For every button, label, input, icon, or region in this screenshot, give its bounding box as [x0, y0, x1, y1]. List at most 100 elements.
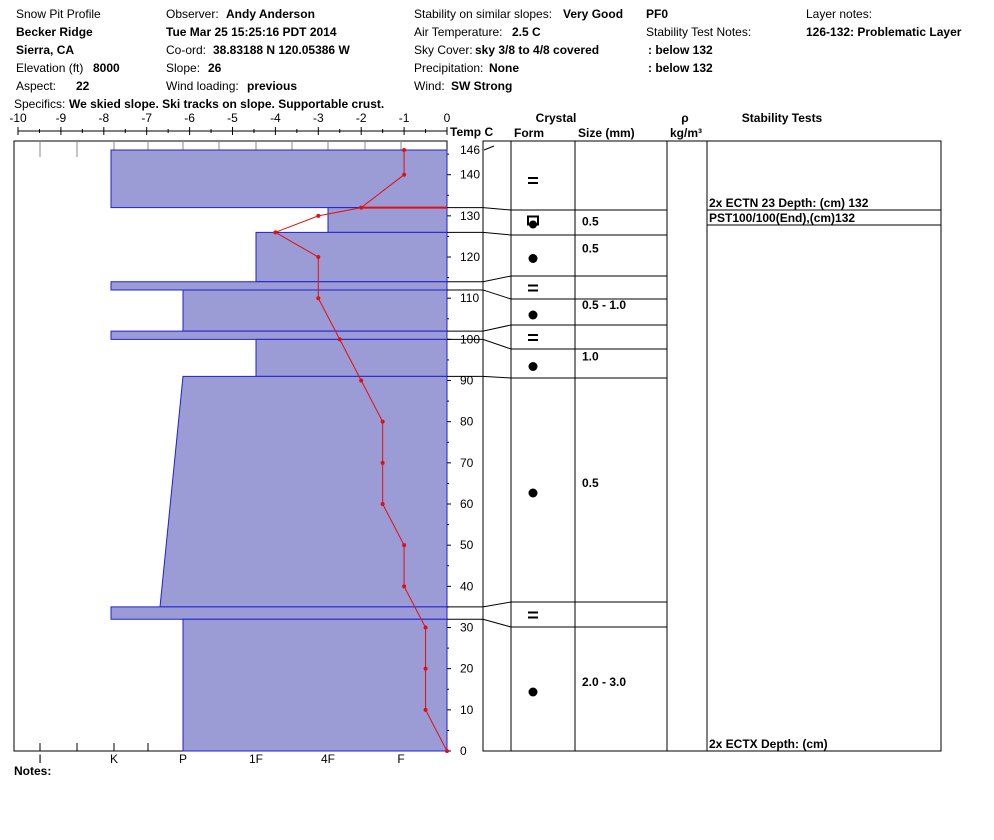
- temperature-point-5: [316, 255, 321, 260]
- depth-tick-label: 120: [460, 250, 480, 264]
- page-title: Snow Pit Profile: [16, 7, 101, 21]
- aspect-label: Aspect:: [16, 79, 57, 93]
- top-marker: [483, 145, 495, 151]
- temperature-point-0: [402, 148, 407, 152]
- specifics-label: Specifics:: [14, 97, 66, 111]
- hardness-label: 1F: [249, 752, 263, 766]
- hardness-label: K: [110, 752, 118, 766]
- depth-tick-label: 70: [460, 456, 474, 470]
- hardness-layer-1: [327, 207, 448, 233]
- grain-size-label: 0.5: [582, 476, 599, 490]
- temperature-point-9: [380, 419, 385, 424]
- hardness-layer-5: [110, 330, 448, 340]
- stability-test-3: 2x ECTX Depth: (cm): [709, 737, 828, 751]
- temp-tick-label: 0: [444, 111, 451, 125]
- hardness-layers-group: [110, 149, 448, 752]
- hardness-label: P: [179, 752, 187, 766]
- layer-notes-label: Layer notes:: [806, 7, 873, 21]
- boundary-connector: [447, 601, 512, 608]
- wind-value: SW Strong: [451, 79, 513, 93]
- location: Becker Ridge: [16, 25, 93, 39]
- temp-tick-label: -8: [98, 111, 109, 125]
- depth-top-label: 146: [460, 143, 480, 157]
- hardness-layer-8: [110, 606, 448, 620]
- precip-label: Precipitation:: [414, 61, 484, 75]
- hardness-layer-0: [110, 149, 448, 209]
- grain-size-label: 0.5: [582, 242, 599, 256]
- wind-loading-value: previous: [247, 79, 298, 93]
- temperature-point-7: [337, 337, 342, 342]
- temp-tick-label: -9: [56, 111, 67, 125]
- air-temp-value: 2.5 C: [512, 25, 541, 39]
- boundary-connector: [447, 275, 512, 283]
- region: Sierra, CA: [16, 43, 75, 57]
- temperature-point-4: [273, 230, 278, 235]
- temperature-point-13: [402, 584, 407, 589]
- depth-tick-label: 10: [460, 703, 474, 717]
- precip-value: None: [489, 61, 519, 75]
- boundary-connector: [447, 375, 512, 379]
- temp-tick-label: -1: [399, 111, 410, 125]
- temperature-line: [274, 150, 448, 752]
- wind-loading-label: Wind loading:: [166, 79, 239, 93]
- form-header: Form: [514, 126, 544, 140]
- stability-note-1: : below 132: [648, 43, 713, 57]
- hardness-label: I: [38, 752, 41, 766]
- hardness-layer-6: [255, 338, 448, 377]
- depth-tick-label: 110: [460, 291, 479, 305]
- aspect-value: 22: [76, 79, 90, 93]
- depth-tick-label: 130: [460, 209, 480, 223]
- temp-tick-label: -7: [141, 111, 152, 125]
- depth-tick-label: 80: [460, 415, 474, 429]
- temperature-point-8: [359, 378, 364, 383]
- datetime: Tue Mar 25 15:25:16 PDT 2014: [166, 25, 337, 39]
- wind-label: Wind:: [414, 79, 445, 93]
- depth-tick-label: 140: [460, 168, 480, 182]
- pf-value: PF0: [646, 7, 669, 21]
- stability-tests-header: Stability Tests: [742, 111, 823, 125]
- stability-label: Stability on similar slopes:: [414, 7, 553, 21]
- rounded-grain-icon: [529, 220, 537, 229]
- depth-tick-label: 20: [460, 662, 474, 676]
- layer-columns-group: 0.5 0.5 0.5 - 1.0 1.0 0.5 2.0 - 3.0 2x ECTN 23…: [447, 140, 942, 752]
- temp-tick-label: -10: [9, 111, 27, 125]
- sky-value: sky 3/8 to 4/8 covered: [475, 43, 600, 57]
- hardness-label: 4F: [321, 752, 335, 766]
- size-header: Size (mm): [578, 126, 635, 140]
- crystal-header: Crystal: [536, 111, 577, 125]
- layer-note: 126-132: Problematic Layer: [806, 25, 962, 39]
- boundary-connector: [447, 618, 512, 628]
- stability-test-1: 2x ECTN 23 Depth: (cm) 132: [709, 196, 869, 210]
- density-unit-header: kg/m³: [670, 126, 702, 140]
- rounded-grain-icon: [528, 488, 538, 498]
- temperature-point-1: [402, 172, 407, 177]
- temp-tick-label: -4: [270, 111, 281, 125]
- grain-size-label: 0.5 - 1.0: [582, 298, 626, 312]
- specifics-value: We skied slope. Ski tracks on slope. Sup…: [69, 97, 385, 111]
- slope-value: 26: [208, 61, 222, 75]
- elevation-label: Elevation (ft): [16, 61, 84, 75]
- hardness-layer-9: [182, 618, 448, 752]
- rounded-grain-icon: [528, 310, 538, 320]
- hardness-label: F: [397, 752, 404, 766]
- sky-label: Sky Cover:: [414, 43, 473, 57]
- hardness-layer-2: [255, 231, 448, 283]
- temp-tick-label: -3: [313, 111, 324, 125]
- temperature-point-17: [445, 749, 449, 753]
- depth-tick-label: 90: [460, 374, 474, 388]
- slope-label: Slope:: [166, 61, 201, 75]
- temperature-point-6: [316, 296, 321, 301]
- boundary-connector: [447, 231, 512, 236]
- stability-note-2: : below 132: [648, 61, 713, 75]
- grain-size-label: 1.0: [582, 350, 599, 364]
- boundary-connector: [447, 289, 512, 300]
- rounded-grain-icon: [528, 254, 538, 263]
- temperature-point-15: [423, 666, 428, 671]
- columns-frame: [482, 140, 942, 752]
- temperature-point-16: [423, 707, 428, 712]
- hardness-layer-3: [110, 281, 448, 291]
- observer-value: Andy Anderson: [226, 7, 315, 21]
- temperature-profile-group: [273, 148, 449, 753]
- coord-value: 38.83188 N 120.05386 W: [213, 43, 350, 57]
